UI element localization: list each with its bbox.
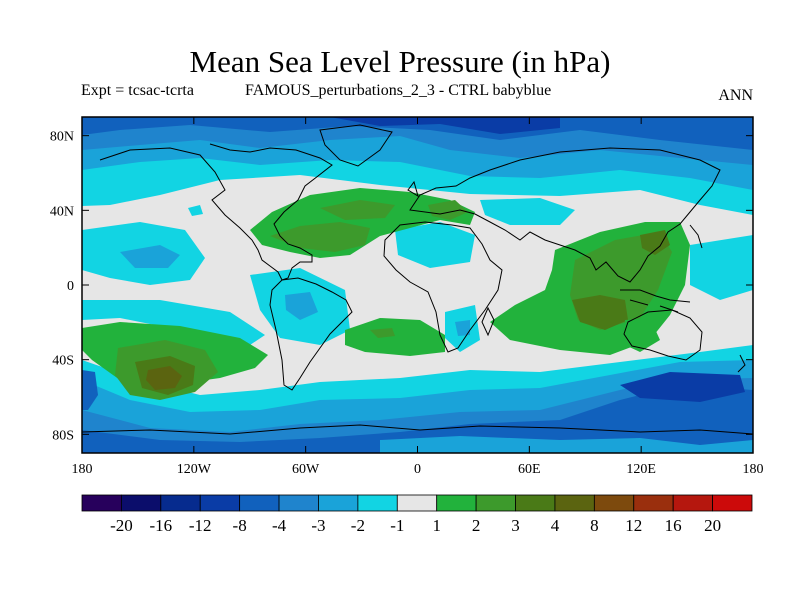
colorbar-swatch bbox=[396, 494, 438, 512]
colorbar-label: -20 bbox=[110, 516, 133, 535]
pressure-field bbox=[82, 117, 753, 453]
lon-label: 120W bbox=[177, 462, 212, 477]
south-atlantic-green bbox=[345, 318, 445, 356]
colorbar-label: -12 bbox=[189, 516, 212, 535]
colorbar-swatch bbox=[712, 494, 753, 512]
latitude-axis: 80N 40N 0 40S 80S bbox=[50, 130, 753, 443]
colorbar-label: -16 bbox=[149, 516, 172, 535]
colorbar-swatch bbox=[515, 494, 556, 512]
south-america-coast bbox=[269, 277, 353, 391]
lon-label: 0 bbox=[414, 462, 421, 477]
north-america-coast bbox=[99, 143, 333, 281]
antarctic-lightblue bbox=[380, 436, 753, 453]
colorbar-label: 3 bbox=[511, 516, 520, 535]
south-pacific-core bbox=[146, 366, 182, 390]
antarctica-coast bbox=[82, 424, 753, 435]
indian-ocean-brown bbox=[572, 295, 628, 330]
australia-coast bbox=[623, 309, 703, 361]
experiment-label: Expt = tcsac-tcrta bbox=[81, 82, 194, 99]
colorbar-label: 16 bbox=[665, 516, 682, 535]
southern-deep-band bbox=[82, 385, 753, 453]
season-label: ANN bbox=[718, 87, 753, 104]
new-zealand-coast bbox=[737, 354, 746, 373]
lat-label: 0 bbox=[67, 279, 74, 294]
colorbar-label: -2 bbox=[351, 516, 365, 535]
colorbar-swatch bbox=[593, 494, 635, 512]
lat-label: 40N bbox=[50, 204, 74, 219]
longitude-axis: 180 120W 60W 0 60E 120E 180 bbox=[72, 117, 764, 477]
colorbar: -20 -16 -12 -8 -4 -3 -2 -1 1 2 3 4 8 12 16 20 bbox=[81, 494, 753, 535]
colorbar-label: 4 bbox=[551, 516, 560, 535]
mediterranean-cyan bbox=[480, 198, 575, 225]
colorbar-label: -4 bbox=[272, 516, 287, 535]
lon-label: 180 bbox=[743, 462, 764, 477]
colorbar-label: -8 bbox=[233, 516, 247, 535]
north-atlantic-olive-2 bbox=[320, 200, 395, 220]
lat-label: 80S bbox=[52, 428, 74, 443]
colorbar-label: 1 bbox=[432, 516, 441, 535]
south-america-lightblue bbox=[285, 292, 318, 320]
small-cyan-patch bbox=[188, 205, 203, 216]
greenland-coast bbox=[319, 124, 393, 167]
madagascar-lightblue bbox=[455, 320, 470, 336]
colorbar-swatch bbox=[121, 494, 162, 512]
colorbar-swatch bbox=[672, 494, 713, 512]
colorbar-swatch bbox=[318, 494, 359, 512]
southeast-pacific-cyan bbox=[82, 300, 265, 345]
colorbar-swatch bbox=[239, 494, 280, 512]
colorbar-label: -1 bbox=[390, 516, 404, 535]
map-title: Mean Sea Level Pressure (in hPa) bbox=[189, 44, 611, 79]
colorbar-label: -3 bbox=[311, 516, 325, 535]
comparison-label: FAMOUS_perturbations_2_3 - CTRL babyblue bbox=[245, 82, 552, 99]
north-pacific-lightblue bbox=[120, 245, 180, 268]
colorbar-swatch bbox=[199, 494, 241, 512]
colorbar-label: 8 bbox=[590, 516, 599, 535]
north-atlantic-olive bbox=[270, 222, 370, 252]
lon-label: 120E bbox=[626, 462, 656, 477]
southern-core-west bbox=[82, 370, 98, 410]
japan-coast bbox=[689, 224, 703, 249]
lon-label: 60W bbox=[292, 462, 320, 477]
eurasia-coast bbox=[409, 147, 721, 283]
uk-coast bbox=[407, 180, 419, 198]
coastlines bbox=[82, 124, 753, 435]
colorbar-label: 12 bbox=[625, 516, 642, 535]
lon-label: 180 bbox=[72, 462, 93, 477]
colorbar-label: 2 bbox=[472, 516, 481, 535]
colorbar-swatch bbox=[357, 494, 398, 512]
colorbar-swatch bbox=[81, 494, 122, 512]
south-atlantic-olive bbox=[370, 328, 395, 338]
colorbar-swatch bbox=[554, 494, 595, 512]
lon-label: 60E bbox=[518, 462, 541, 477]
west-australia-green bbox=[625, 318, 660, 352]
lat-label: 40S bbox=[52, 354, 74, 369]
lat-label: 80N bbox=[50, 130, 74, 145]
colorbar-swatch bbox=[475, 494, 516, 512]
west-pacific-cyan bbox=[690, 235, 753, 300]
sahara-cyan bbox=[395, 222, 475, 268]
africa-coast bbox=[383, 221, 503, 353]
colorbar-swatch bbox=[160, 494, 201, 512]
colorbar-label: 20 bbox=[704, 516, 721, 535]
colorbar-swatch bbox=[436, 494, 477, 512]
arctic-core bbox=[330, 117, 560, 134]
madagascar-coast bbox=[481, 306, 495, 337]
colorbar-swatch bbox=[278, 494, 319, 512]
southern-core-east bbox=[620, 372, 745, 402]
arctic-deep-blue-band bbox=[82, 117, 753, 150]
europe-olive bbox=[428, 200, 468, 220]
asia-brown bbox=[640, 230, 670, 255]
colorbar-swatch bbox=[633, 494, 674, 512]
